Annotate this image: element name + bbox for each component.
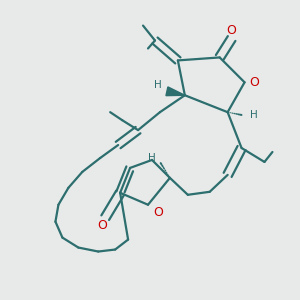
Polygon shape: [166, 87, 185, 96]
Text: H: H: [250, 110, 257, 120]
Text: O: O: [250, 76, 260, 89]
Text: H: H: [148, 153, 156, 163]
Text: O: O: [153, 206, 163, 219]
Text: H: H: [154, 80, 162, 90]
Text: O: O: [227, 24, 237, 37]
Text: O: O: [97, 219, 107, 232]
